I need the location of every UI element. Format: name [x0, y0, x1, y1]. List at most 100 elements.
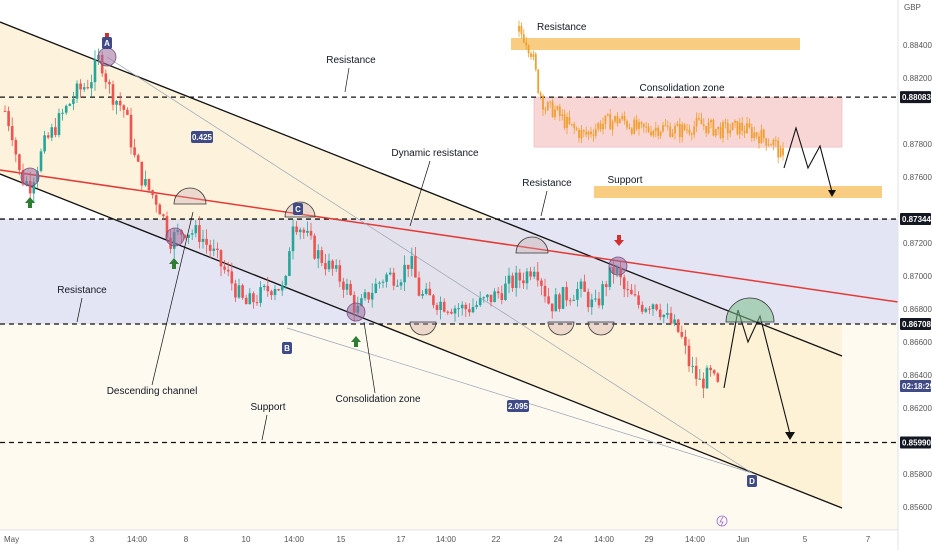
- inset-candle-body: [774, 139, 777, 141]
- candle-body: [43, 135, 46, 152]
- inset-candle-body: [611, 121, 614, 130]
- candle-body: [478, 298, 482, 306]
- inset-candle-body: [734, 120, 736, 123]
- candle-body: [637, 295, 640, 305]
- inset-candle-body: [570, 123, 573, 125]
- inset-candle-body: [645, 126, 648, 128]
- candle-body: [86, 87, 90, 89]
- time-tick-label: 10: [242, 535, 251, 544]
- price-badge-label: 02:18:29: [902, 382, 932, 391]
- candle-body: [331, 260, 334, 269]
- candle-body: [284, 275, 288, 286]
- inset-candle-body: [779, 148, 782, 158]
- candle-body: [583, 281, 586, 292]
- candle-body: [374, 283, 378, 293]
- price-tick-label: 0.86800: [903, 305, 932, 314]
- inset-candle-body: [652, 130, 655, 136]
- candle-body: [640, 304, 644, 312]
- candle-body: [651, 304, 655, 310]
- candle-body: [82, 87, 86, 90]
- candle-body: [198, 225, 201, 242]
- annotation-resistance: Resistance: [326, 55, 376, 66]
- candle-body: [622, 277, 626, 290]
- inset-candle-body: [599, 123, 602, 130]
- inset-candle-body: [556, 106, 559, 110]
- candle-body: [550, 303, 554, 312]
- candle-body: [212, 248, 216, 251]
- inset-candle-body: [573, 124, 576, 129]
- inset-candle-body: [606, 114, 609, 116]
- candle-body: [525, 271, 529, 284]
- candle-body: [57, 113, 61, 135]
- inset-candle-body: [597, 123, 600, 129]
- candle-body: [54, 127, 57, 135]
- price-tick-label: 0.85800: [903, 470, 932, 479]
- candle-body: [226, 269, 230, 272]
- candle-body: [399, 282, 403, 286]
- candle-body: [565, 287, 568, 301]
- candle-body: [712, 370, 716, 374]
- inset-candle-body: [542, 95, 544, 110]
- measure-badge: [507, 400, 529, 412]
- candle-body: [370, 292, 374, 300]
- inset-candle-body: [690, 133, 693, 135]
- inset-candle-body: [681, 124, 684, 138]
- time-tick-label: 3: [90, 535, 95, 544]
- candle-body: [496, 291, 500, 294]
- candle-body: [345, 283, 349, 290]
- inset-candle-body: [688, 129, 691, 134]
- candle-body: [597, 298, 601, 306]
- inset-candle-body: [698, 117, 700, 120]
- inset-candle-body: [712, 120, 715, 136]
- projection-main-arrowhead: [785, 432, 795, 440]
- candle-body: [446, 311, 450, 313]
- inset-candle-body: [777, 140, 780, 158]
- candle-body: [18, 154, 21, 171]
- candle-body: [252, 293, 255, 303]
- time-tick-label: 15: [337, 535, 346, 544]
- point-label: A: [104, 39, 110, 48]
- retest-arc-projection: [725, 297, 775, 323]
- candle-body: [262, 285, 266, 288]
- inset-candle-body: [758, 136, 760, 144]
- inset-candle-body: [760, 129, 763, 144]
- annotation-pointer: [363, 321, 376, 394]
- candle-body: [360, 298, 363, 306]
- candle-body: [302, 229, 306, 233]
- candle-body: [349, 283, 352, 295]
- inset-candle-body: [726, 122, 729, 134]
- candle-body: [424, 288, 428, 294]
- candle-body: [601, 284, 604, 306]
- candle-body: [219, 250, 223, 267]
- price-badge: [900, 213, 931, 226]
- inset-candle-body: [621, 115, 624, 120]
- inset-candle-body: [674, 125, 676, 134]
- time-tick-label: 14:00: [594, 535, 615, 544]
- inset-candle-body: [575, 128, 578, 130]
- candle-body: [237, 285, 241, 298]
- candle-body: [151, 190, 154, 195]
- price-tick-label: 0.86600: [903, 338, 932, 347]
- candle-body: [3, 110, 7, 112]
- candle-body: [223, 266, 226, 270]
- candle-body: [136, 155, 140, 162]
- candle-body: [460, 304, 464, 309]
- candle-body: [277, 289, 280, 291]
- candle-body: [309, 230, 313, 236]
- inset-candle-body: [578, 129, 580, 139]
- inset-candle-body: [654, 127, 657, 131]
- projection-inset-arrowhead: [828, 190, 836, 197]
- candle-body: [126, 109, 129, 115]
- point-label: B: [284, 344, 290, 353]
- inset-candle-body: [686, 129, 688, 131]
- inset-candle-body: [518, 25, 520, 32]
- time-tick-label: 14:00: [127, 535, 148, 544]
- candle-body: [273, 289, 277, 296]
- candle-body: [532, 271, 536, 277]
- candle-body: [147, 179, 151, 191]
- candle-body: [158, 204, 162, 215]
- up-arrow-icon: [169, 258, 179, 269]
- retest-arc: [587, 321, 615, 336]
- inset-candle-body: [623, 115, 626, 122]
- inset-candle-body: [530, 53, 532, 57]
